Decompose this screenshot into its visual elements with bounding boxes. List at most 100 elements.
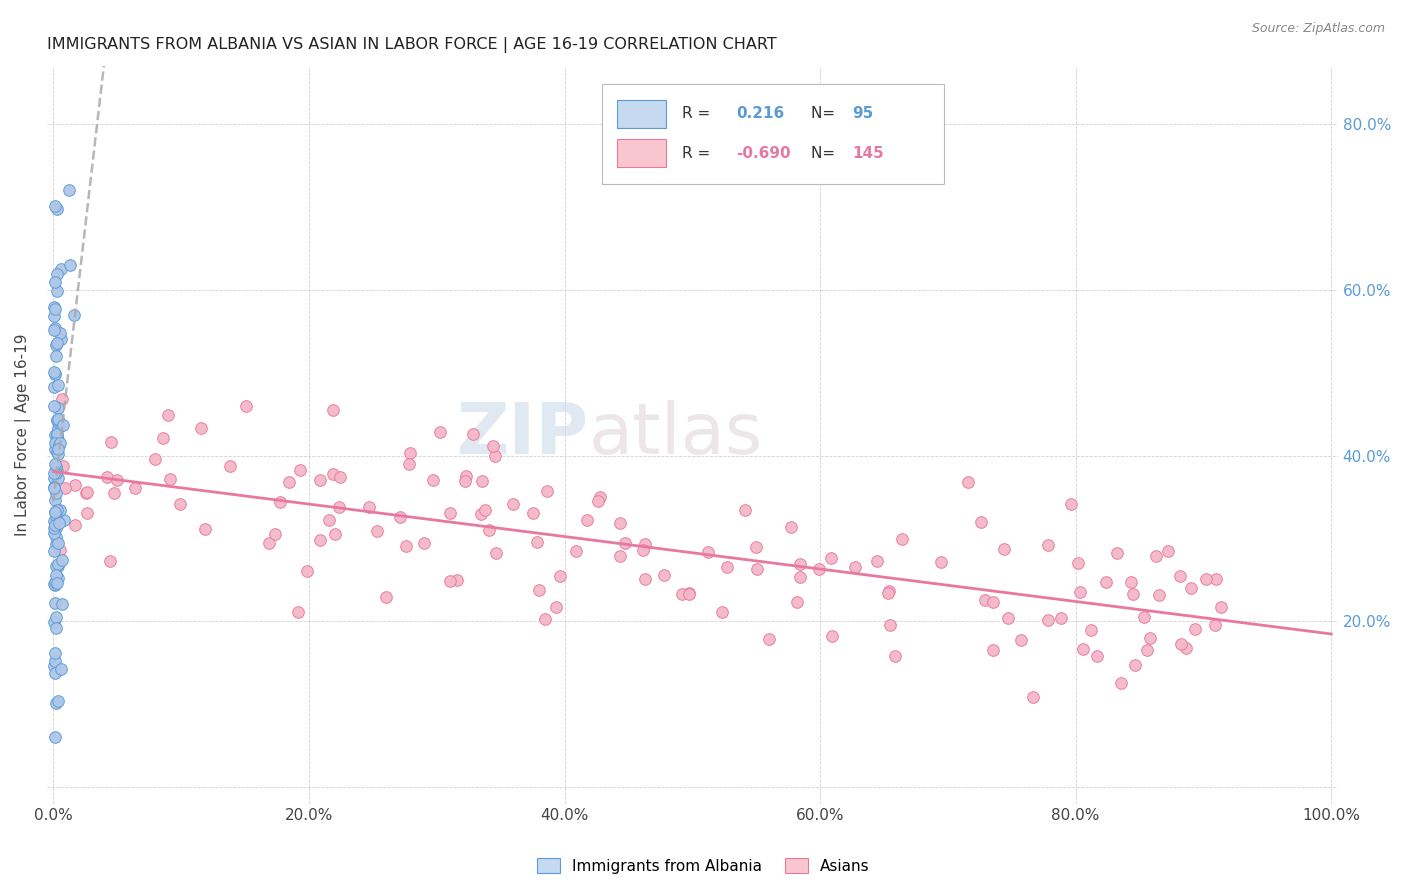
Point	[45, 509, 67, 524]
Point	[997, 611, 1019, 625]
Point	[454, 468, 477, 483]
Point	[46, 429, 69, 443]
Point	[481, 439, 503, 453]
Point	[49, 262, 72, 277]
Point	[1094, 575, 1116, 590]
Point	[1136, 643, 1159, 657]
Point	[42, 521, 65, 535]
Point	[52, 417, 75, 432]
Point	[44, 731, 66, 745]
Point	[46, 426, 69, 441]
Point	[63, 517, 86, 532]
Point	[1180, 581, 1202, 595]
Point	[44, 506, 66, 520]
Text: N=: N=	[811, 145, 839, 161]
Point	[328, 500, 350, 515]
Point	[45, 466, 67, 480]
Point	[502, 497, 524, 511]
Point	[1184, 623, 1206, 637]
Point	[526, 535, 548, 549]
Point	[51, 553, 73, 567]
Point	[471, 474, 494, 488]
Point	[44, 577, 66, 591]
Text: atlas: atlas	[589, 401, 763, 469]
Point	[52, 459, 75, 474]
Point	[156, 408, 179, 422]
Point	[522, 507, 544, 521]
Point	[46, 412, 69, 426]
Text: 95: 95	[852, 106, 873, 121]
Point	[53, 513, 76, 527]
Point	[98, 554, 121, 568]
Point	[46, 694, 69, 708]
Point	[1080, 623, 1102, 637]
Point	[45, 576, 67, 591]
Point	[45, 337, 67, 351]
Point	[264, 527, 287, 541]
Point	[374, 591, 396, 605]
Point	[1144, 549, 1167, 564]
Point	[45, 610, 67, 624]
Point	[44, 367, 66, 381]
Point	[454, 475, 477, 489]
Point	[576, 513, 599, 527]
Point	[879, 618, 901, 632]
Point	[45, 336, 67, 351]
Point	[44, 436, 66, 450]
Point	[1067, 556, 1090, 570]
Point	[318, 513, 340, 527]
Point	[295, 565, 318, 579]
Point	[44, 199, 66, 213]
Point	[45, 567, 67, 582]
Point	[44, 505, 66, 519]
Point	[388, 510, 411, 524]
Point	[654, 567, 676, 582]
Point	[786, 595, 808, 609]
Point	[956, 475, 979, 490]
Point	[1022, 690, 1045, 705]
Point	[44, 300, 66, 314]
Point	[44, 367, 66, 381]
Point	[678, 586, 700, 600]
Point	[820, 551, 842, 566]
Point	[877, 583, 900, 598]
Point	[671, 587, 693, 601]
Point	[1071, 642, 1094, 657]
Y-axis label: In Labor Force | Age 16-19: In Labor Force | Age 16-19	[15, 334, 31, 536]
Point	[44, 457, 66, 471]
Point	[235, 399, 257, 413]
Point	[884, 648, 907, 663]
Point	[1109, 675, 1132, 690]
Point	[44, 615, 66, 629]
Point	[63, 308, 86, 322]
Point	[287, 605, 309, 619]
Text: 145: 145	[852, 145, 884, 161]
Point	[589, 490, 612, 504]
Text: R =: R =	[682, 145, 716, 161]
Point	[544, 600, 567, 615]
Point	[49, 436, 72, 450]
Point	[609, 549, 631, 563]
Point	[44, 659, 66, 673]
Point	[357, 500, 380, 514]
Point	[45, 486, 67, 500]
Point	[890, 533, 912, 547]
Point	[1085, 649, 1108, 664]
Point	[42, 515, 65, 529]
Point	[51, 662, 73, 676]
FancyBboxPatch shape	[602, 85, 943, 184]
Point	[159, 472, 181, 486]
Point	[48, 516, 70, 531]
Text: N=: N=	[811, 106, 839, 121]
Point	[366, 524, 388, 538]
Point	[257, 536, 280, 550]
Point	[45, 284, 67, 298]
Text: IMMIGRANTS FROM ALBANIA VS ASIAN IN LABOR FORCE | AGE 16-19 CORRELATION CHART: IMMIGRANTS FROM ALBANIA VS ASIAN IN LABO…	[46, 37, 776, 54]
Point	[1205, 573, 1227, 587]
Point	[49, 326, 72, 341]
Legend: Immigrants from Albania, Asians: Immigrants from Albania, Asians	[530, 852, 876, 880]
Point	[1121, 574, 1143, 589]
Point	[51, 597, 73, 611]
Point	[527, 582, 550, 597]
Point	[395, 539, 418, 553]
